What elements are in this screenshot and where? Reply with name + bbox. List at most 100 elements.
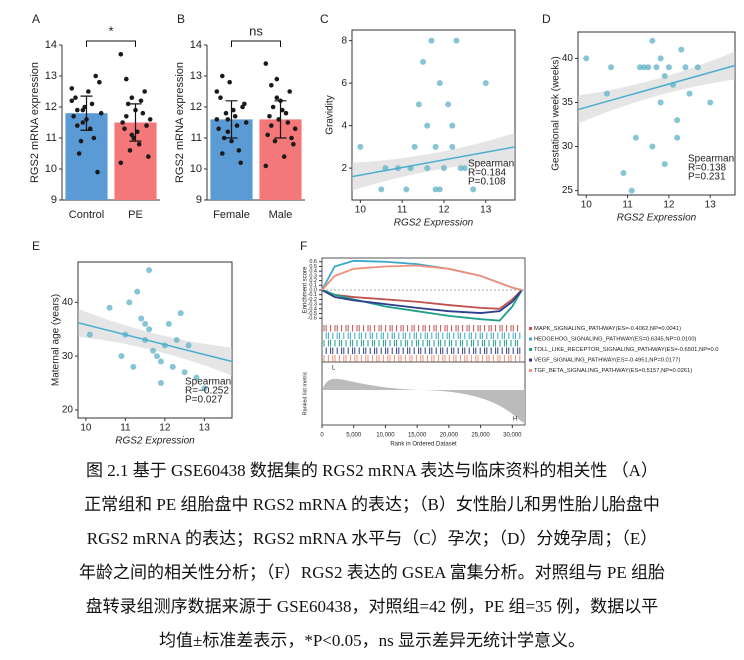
data-point bbox=[449, 122, 456, 129]
data-point bbox=[157, 358, 164, 365]
x-tick-label: 5,000 bbox=[346, 433, 362, 439]
data-point bbox=[432, 143, 439, 150]
data-point bbox=[263, 163, 269, 169]
data-point bbox=[403, 186, 410, 193]
data-point bbox=[653, 64, 660, 71]
data-point bbox=[129, 132, 135, 138]
data-point bbox=[457, 165, 464, 172]
data-point bbox=[124, 76, 129, 82]
caption-line: RGS2 mRNA 的表达；RGS2 mRNA 水平与（C）孕次；（D）分娩孕周… bbox=[86, 529, 658, 548]
data-point bbox=[97, 79, 102, 85]
ranked-metric bbox=[322, 378, 525, 423]
legend-label: TOLL_LIKE_RECEPTOR_SIGNALING_PATHWAY(ES=… bbox=[534, 347, 719, 353]
data-point bbox=[106, 304, 113, 311]
panel-letter: C bbox=[320, 12, 329, 26]
data-point bbox=[136, 141, 142, 147]
x-tick-label: 13 bbox=[480, 205, 492, 216]
data-point bbox=[140, 110, 146, 116]
y-axis-label: Enrichment score bbox=[303, 266, 309, 313]
data-point bbox=[267, 114, 272, 119]
stat-annotation: P=0.108 bbox=[468, 177, 506, 188]
data-point bbox=[272, 138, 278, 144]
x-tick-label: PE bbox=[128, 209, 143, 221]
data-point bbox=[173, 337, 180, 343]
data-point bbox=[240, 104, 245, 110]
caption: 图 2.1 基于 GSE60438 数据集的 RGS2 mRNA 表达与临床资料… bbox=[0, 454, 744, 658]
data-point bbox=[243, 120, 249, 125]
y-tick-label: 0.4 bbox=[309, 269, 317, 275]
y-tick-label: 12 bbox=[190, 101, 202, 113]
data-point bbox=[98, 110, 104, 116]
data-point bbox=[229, 138, 234, 144]
data-point bbox=[263, 61, 269, 66]
data-point bbox=[130, 363, 137, 370]
x-tick-label: 25,000 bbox=[471, 433, 490, 439]
significance-label: ns bbox=[249, 23, 263, 38]
plot-frame bbox=[351, 29, 516, 201]
panel-letter: B bbox=[177, 12, 185, 26]
data-point bbox=[69, 86, 75, 91]
data-point bbox=[661, 73, 668, 80]
y-axis-label: Ranked list metric bbox=[302, 371, 308, 415]
data-point bbox=[127, 148, 133, 153]
data-point bbox=[632, 134, 639, 141]
data-point bbox=[657, 99, 664, 106]
data-point bbox=[118, 353, 125, 360]
y-tick-label: 8 bbox=[341, 35, 347, 46]
legend-swatch bbox=[529, 348, 532, 351]
data-point bbox=[269, 123, 274, 128]
y-tick-label: 11 bbox=[46, 132, 57, 144]
y-tick-label: 12 bbox=[45, 101, 57, 113]
data-point bbox=[274, 95, 280, 100]
x-tick-label: 10 bbox=[581, 200, 593, 211]
y-tick-label: 35 bbox=[562, 97, 574, 108]
data-point bbox=[276, 117, 281, 122]
data-point bbox=[411, 143, 418, 150]
data-point bbox=[134, 288, 141, 295]
x-tick-label: 10,000 bbox=[376, 433, 395, 439]
y-tick-label: 9 bbox=[196, 194, 202, 206]
x-tick-label: 13 bbox=[199, 423, 211, 434]
data-point bbox=[142, 320, 149, 327]
y-tick-label: 0.6 bbox=[309, 259, 317, 265]
data-point bbox=[665, 64, 672, 71]
y-axis-label: RGS2 mRNA expression bbox=[29, 62, 41, 183]
data-point bbox=[445, 101, 452, 108]
y-tick-label: 20 bbox=[62, 405, 74, 416]
y-tick-label: 0.1 bbox=[309, 283, 317, 289]
data-point bbox=[281, 154, 287, 159]
data-point bbox=[129, 95, 135, 100]
y-tick-label: 13 bbox=[190, 70, 202, 82]
y-tick-label: 10 bbox=[45, 163, 57, 175]
data-point bbox=[453, 37, 460, 44]
error-bar bbox=[225, 100, 238, 139]
plot-frame bbox=[321, 257, 526, 426]
data-point bbox=[138, 315, 145, 322]
data-point bbox=[78, 138, 84, 144]
y-tick-label: -0.6 bbox=[308, 316, 317, 322]
data-point bbox=[649, 37, 656, 44]
y-tick-label: 6 bbox=[341, 78, 347, 89]
y-tick-label: 0.2 bbox=[309, 278, 317, 284]
data-point bbox=[686, 90, 693, 97]
x-tick-label: 30,000 bbox=[503, 433, 522, 439]
data-point bbox=[285, 120, 291, 125]
data-point bbox=[661, 161, 668, 168]
caption-line: 年龄之间的相关性分析；（F）RGS2 表达的 GSEA 富集分析。对照组与 PE… bbox=[78, 563, 666, 582]
y-tick-label: 0.5 bbox=[309, 264, 317, 270]
error-bar bbox=[129, 103, 142, 142]
stat-annotation: P=0.027 bbox=[185, 395, 223, 406]
significance-label: * bbox=[108, 23, 113, 38]
y-tick-label: 11 bbox=[191, 132, 202, 144]
data-point bbox=[86, 331, 93, 338]
es-curve bbox=[321, 289, 523, 310]
caption-line: 正常组和 PE 组胎盘中 RGS2 mRNA 的表达；（B）女性胎儿和男性胎儿胎… bbox=[84, 495, 660, 514]
data-point bbox=[150, 347, 157, 354]
data-point bbox=[424, 122, 431, 129]
y-tick-label: -0.4 bbox=[308, 306, 317, 312]
data-point bbox=[657, 55, 664, 62]
data-point bbox=[645, 64, 652, 71]
data-point bbox=[682, 64, 689, 71]
data-point bbox=[674, 117, 681, 124]
panel-letter: A bbox=[32, 12, 40, 26]
